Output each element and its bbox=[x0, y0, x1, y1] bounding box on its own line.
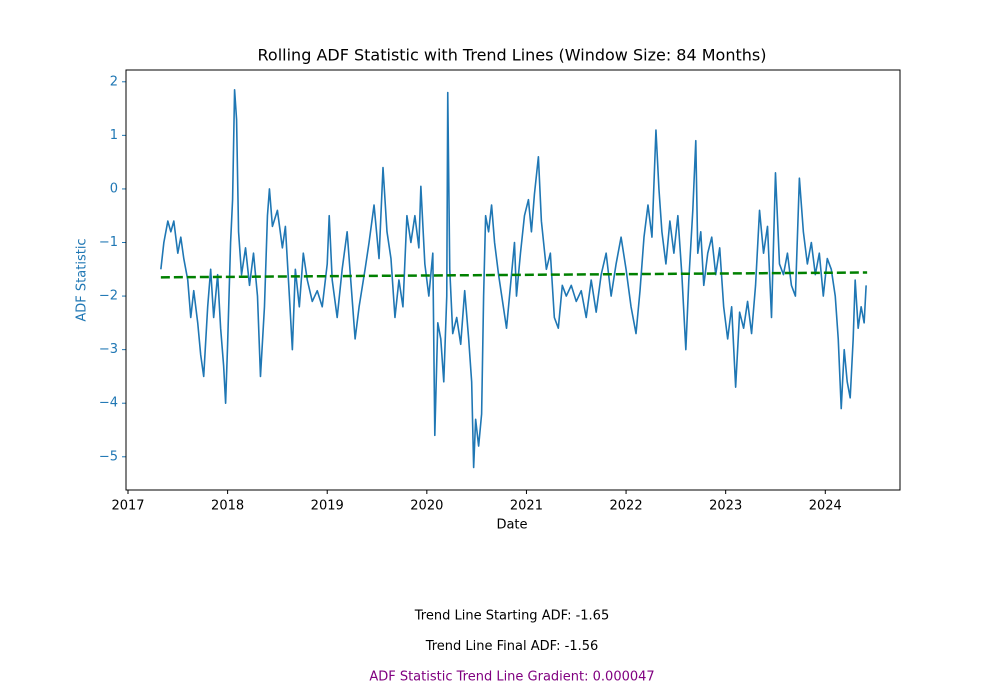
x-tick-label: 2020 bbox=[410, 499, 443, 514]
y-tick-label: −2 bbox=[99, 289, 118, 304]
x-tick-label: 2024 bbox=[809, 499, 842, 514]
x-axis-label: Date bbox=[496, 518, 527, 533]
y-tick-label: 2 bbox=[110, 74, 118, 89]
data-line bbox=[160, 271, 868, 279]
y-tick-label: −4 bbox=[99, 396, 118, 411]
y-tick-label: 0 bbox=[110, 181, 118, 196]
x-tick-label: 2019 bbox=[311, 499, 344, 514]
annotation: Trend Line Final ADF: -1.56 bbox=[425, 639, 599, 654]
y-tick-label: 1 bbox=[110, 128, 118, 143]
x-tick-label: 2018 bbox=[211, 499, 244, 514]
plot-frame bbox=[125, 69, 901, 491]
x-tick-label: 2022 bbox=[610, 499, 643, 514]
y-tick-label: −3 bbox=[99, 342, 118, 357]
annotation: Trend Line Starting ADF: -1.65 bbox=[414, 609, 609, 624]
annotation: ADF Statistic Trend Line Gradient: 0.000… bbox=[369, 670, 654, 685]
chart-title: Rolling ADF Statistic with Trend Lines (… bbox=[258, 46, 767, 65]
y-tick-label: −1 bbox=[99, 235, 118, 250]
y-axis-label: ADF Statistic bbox=[75, 238, 90, 321]
x-tick-label: 2017 bbox=[111, 499, 144, 514]
x-tick-label: 2023 bbox=[709, 499, 742, 514]
x-tick-label: 2021 bbox=[510, 499, 543, 514]
data-line bbox=[160, 89, 867, 469]
y-tick-label: −5 bbox=[99, 449, 118, 464]
